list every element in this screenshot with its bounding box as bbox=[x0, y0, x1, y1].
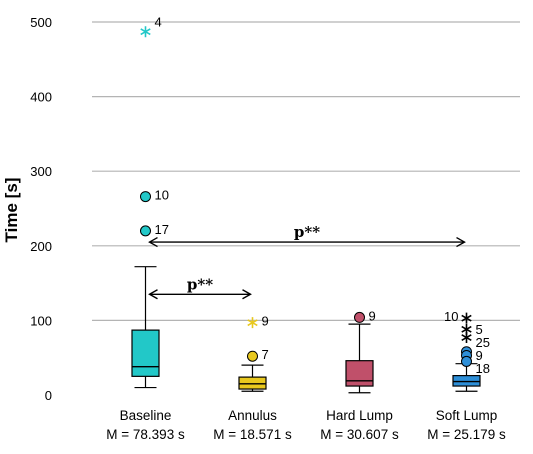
outlier-circle bbox=[140, 191, 151, 203]
y-tick-label: 0 bbox=[45, 388, 52, 403]
x-category-label: Baseline bbox=[120, 408, 172, 423]
x-mean-label: M = 18.571 s bbox=[213, 427, 292, 442]
x-category-label: Annulus bbox=[228, 408, 277, 423]
y-tick-label: 200 bbox=[30, 239, 52, 254]
x-category-label: Hard Lump bbox=[326, 408, 393, 423]
outlier-label: 25 bbox=[476, 335, 490, 350]
outlier-label: 10 bbox=[155, 188, 169, 203]
outlier-star bbox=[461, 332, 472, 344]
arrowhead-right bbox=[242, 289, 252, 300]
y-tick-label: 500 bbox=[30, 15, 52, 30]
arrowhead-left bbox=[148, 236, 158, 248]
outlier-circle bbox=[354, 311, 365, 323]
box-iqr bbox=[238, 376, 267, 390]
y-axis-label: Time [s] bbox=[2, 178, 21, 243]
outlier-label: 5 bbox=[476, 322, 483, 337]
outlier-label: 4 bbox=[155, 15, 162, 30]
x-mean-label: M = 30.607 s bbox=[320, 427, 399, 442]
outlier-label: 17 bbox=[155, 222, 169, 237]
outlier-label: 18 bbox=[476, 361, 490, 376]
outlier-star bbox=[247, 317, 258, 329]
significance-label: p** bbox=[187, 275, 213, 293]
arrowhead-right bbox=[456, 236, 466, 248]
box-iqr bbox=[345, 360, 374, 387]
box-iqr bbox=[452, 375, 481, 387]
gridlines bbox=[92, 21, 520, 321]
significance-annotations: p** p** bbox=[148, 223, 466, 300]
y-tick-label: 400 bbox=[30, 90, 52, 105]
outlier-star bbox=[140, 26, 151, 38]
outlier-label: 9 bbox=[369, 308, 376, 323]
x-mean-label: M = 25.179 s bbox=[427, 427, 506, 442]
x-axis: Baseline M = 78.393 s Annulus M = 18.571 s H… bbox=[106, 408, 506, 442]
outlier-circle bbox=[461, 355, 472, 367]
x-mean-label: M = 78.393 s bbox=[106, 427, 185, 442]
box-iqr bbox=[131, 329, 160, 377]
box-annulus: 97 bbox=[238, 314, 269, 392]
significance-label: p** bbox=[294, 223, 320, 241]
outlier-label: 10 bbox=[444, 309, 458, 324]
outlier-label: 9 bbox=[262, 314, 269, 329]
outlier-label: 7 bbox=[262, 347, 269, 362]
y-tick-label: 100 bbox=[30, 313, 52, 328]
significance-bracket: p** bbox=[148, 223, 466, 248]
outlier-star bbox=[461, 312, 472, 324]
x-category-label: Soft Lump bbox=[436, 408, 498, 423]
outlier-circle bbox=[247, 350, 258, 362]
y-axis: 0 100 200 300 400 500 bbox=[30, 15, 52, 403]
arrowhead-left bbox=[148, 289, 158, 300]
outlier-circle bbox=[140, 225, 151, 237]
box-baseline: 4 10 17 bbox=[131, 15, 169, 389]
y-tick-label: 300 bbox=[30, 164, 52, 179]
significance-bracket: p** bbox=[148, 275, 252, 300]
box-hard-lump: 9 bbox=[345, 308, 376, 394]
outlier-label: 9 bbox=[476, 348, 483, 363]
